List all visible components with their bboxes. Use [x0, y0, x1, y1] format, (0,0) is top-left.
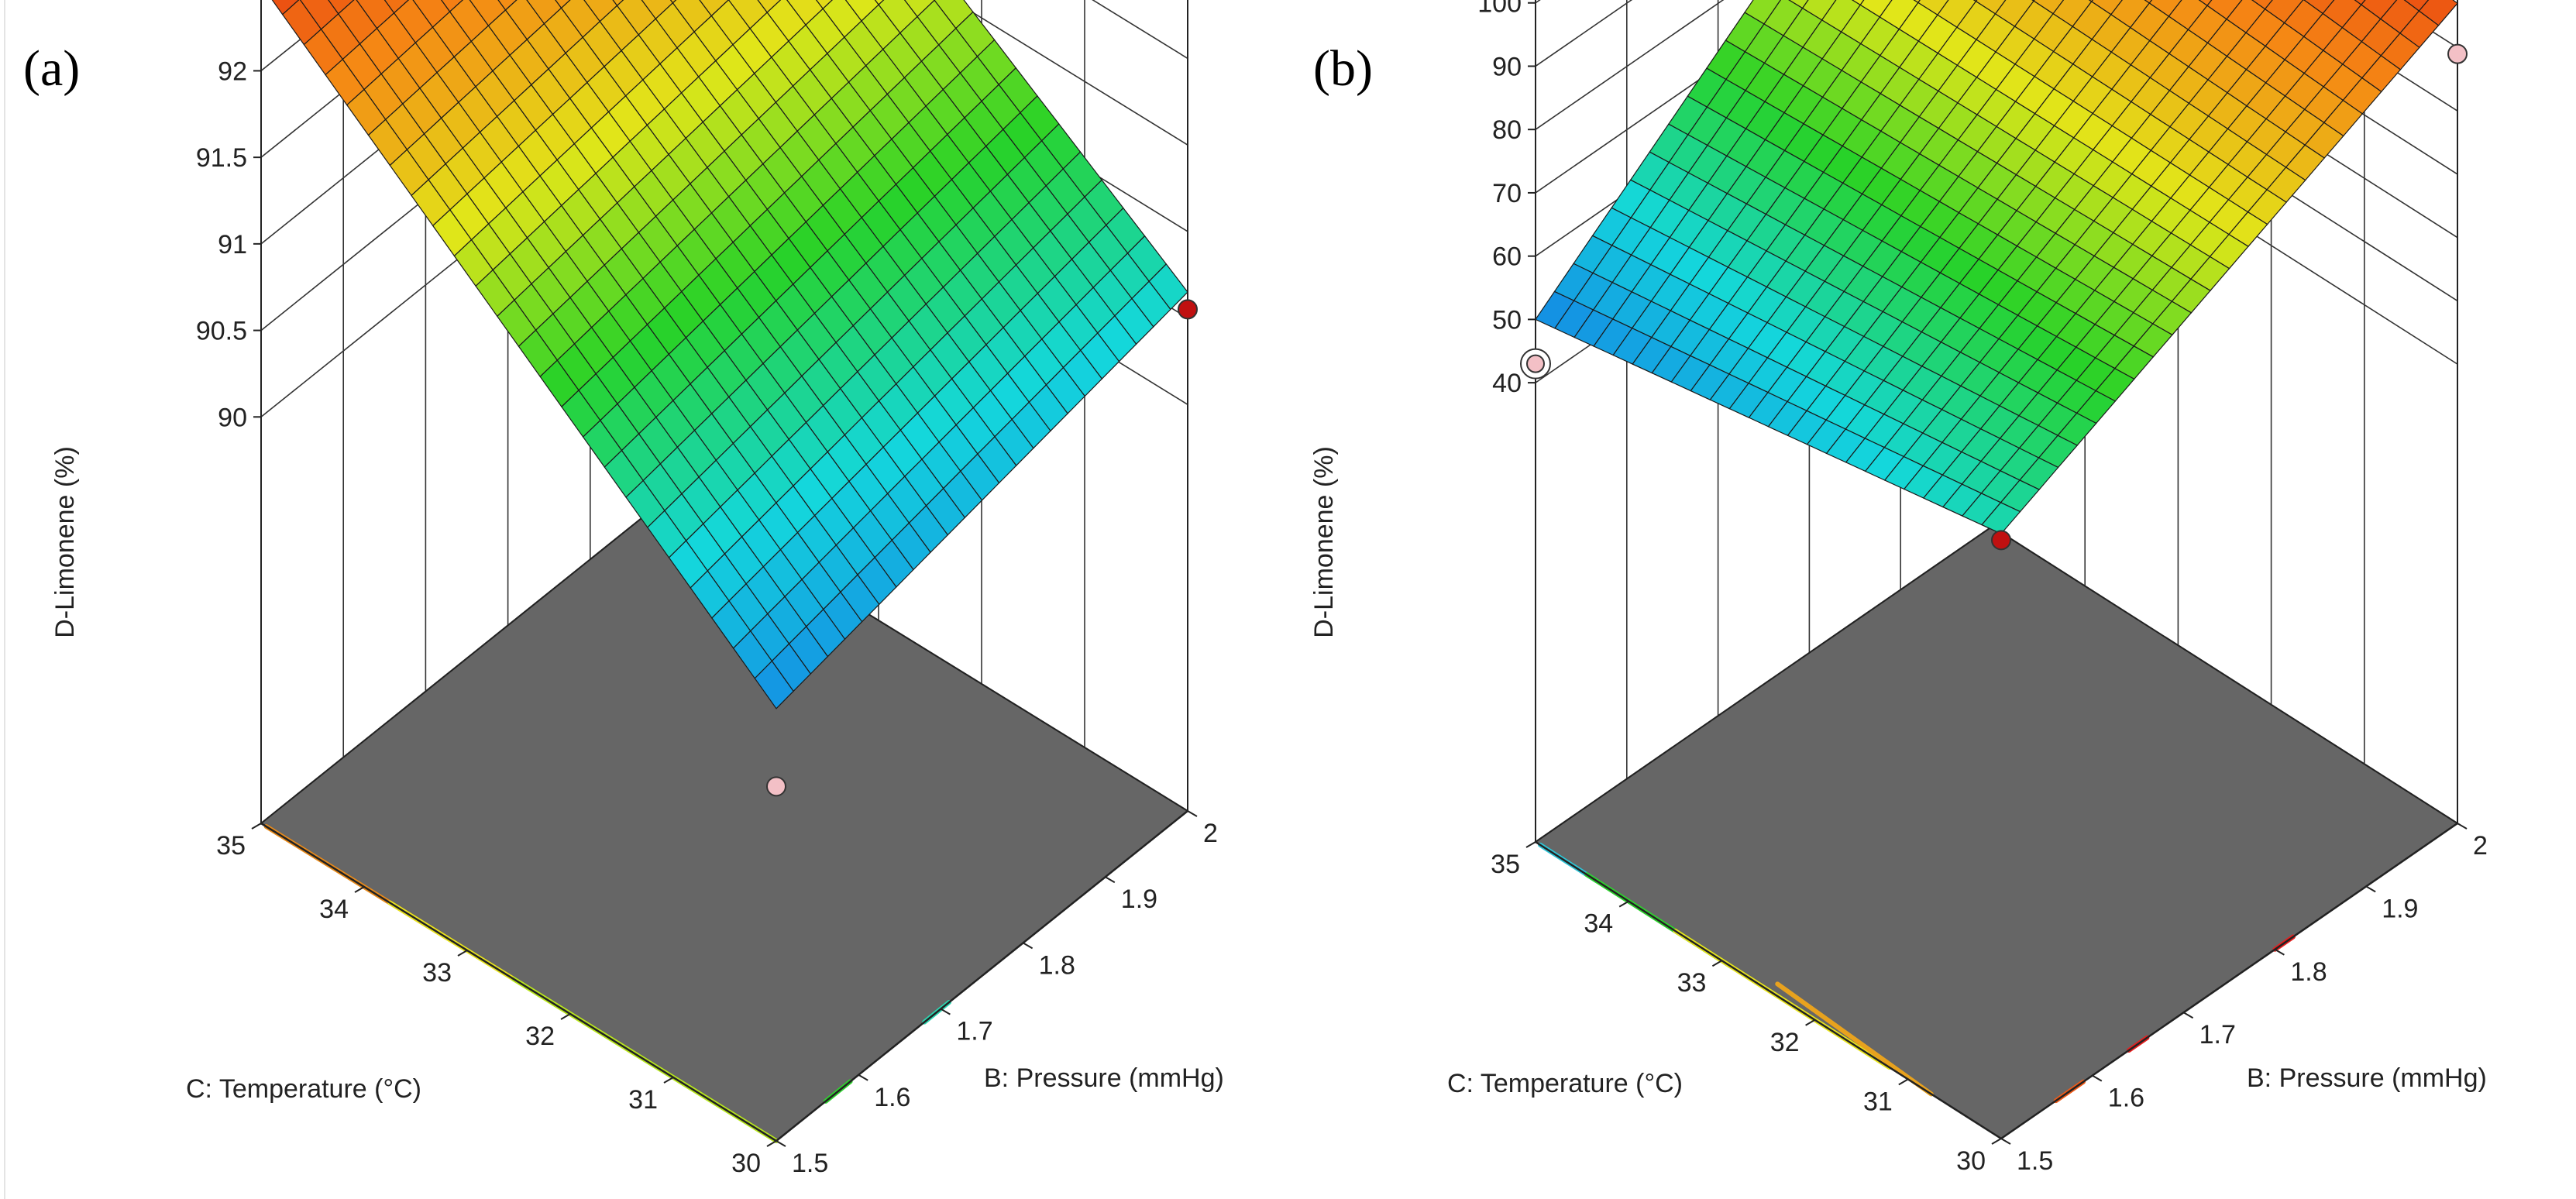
y-tick-label: 32	[525, 1022, 555, 1051]
y-tick-label: 30	[1956, 1146, 1986, 1176]
x-tick-label: 1.8	[2290, 957, 2327, 987]
z-tick-label: 40	[1492, 369, 1522, 398]
x-tick-mark	[2457, 823, 2468, 830]
x-tick-mark	[2365, 885, 2376, 893]
y-tick-mark	[1618, 900, 1629, 908]
x-tick-label: 1.8	[1039, 950, 1075, 980]
y-tick-mark	[1711, 960, 1722, 967]
x-tick-mark	[2092, 1074, 2103, 1082]
y-tick-label: 33	[422, 958, 452, 988]
z-tick-label: 90	[218, 403, 247, 432]
x-axis-edge	[776, 810, 1188, 1142]
y-tick-mark	[1991, 1138, 2002, 1145]
y-tick-label: 35	[216, 831, 246, 861]
x-tick-label: 1.7	[2199, 1020, 2236, 1050]
z-tick-label: 50	[1492, 305, 1522, 335]
x-tick-mark	[1105, 876, 1116, 884]
x-tick-label: 2	[1203, 819, 1218, 848]
y-tick-mark	[1525, 841, 1536, 848]
z-axis-title: D-Limonene (%)	[1309, 446, 1339, 638]
x-tick-label: 1.6	[2108, 1084, 2144, 1113]
x-tick-label: 1.9	[2382, 894, 2418, 923]
z-tick-label: 90.5	[196, 317, 247, 346]
x-tick-mark	[2000, 1138, 2011, 1145]
design-point-marker	[1991, 530, 2011, 551]
x-tick-label: 1.9	[1121, 885, 1157, 914]
surface-cell	[874, 0, 885, 5]
z-tick-label: 70	[1492, 179, 1522, 208]
surface-cell	[2198, 0, 2213, 7]
z-axis-title: D-Limonene (%)	[50, 446, 80, 638]
x-axis-title: B: Pressure (mmHg)	[984, 1063, 1224, 1093]
surface-cell	[815, 0, 834, 10]
design-point-marker	[1526, 354, 1545, 373]
panel-label: (a)	[23, 40, 80, 97]
y-tick-mark	[560, 1013, 571, 1020]
z-tick-label: 91	[218, 230, 247, 259]
x-axis-title: B: Pressure (mmHg)	[2247, 1063, 2487, 1093]
wall-grid-line	[1535, 0, 1633, 67]
x-tick-label: 1.5	[2017, 1146, 2053, 1176]
x-tick-mark	[2183, 1012, 2194, 1019]
x-tick-mark	[1187, 810, 1198, 817]
design-point-marker	[766, 776, 786, 797]
y-tick-mark	[457, 950, 468, 957]
design-point-marker	[1178, 299, 1198, 320]
y-tick-mark	[766, 1140, 777, 1147]
wall-grid-line	[1092, 0, 1188, 60]
wall-grid-line	[951, 0, 1188, 146]
surface-cell	[2354, 0, 2366, 5]
y-tick-label: 35	[1491, 850, 1520, 879]
x-tick-label: 1.6	[874, 1083, 910, 1112]
surface-cell	[497, 0, 518, 11]
surface-cell	[612, 0, 624, 7]
y-axis-edge	[1535, 840, 2002, 1140]
surface-cell	[555, 0, 571, 9]
y-tick-label: 30	[731, 1149, 761, 1178]
y-tick-label: 31	[628, 1085, 658, 1115]
chart-panel-a: 9090.59191.59292.5931.51.61.71.81.923031…	[23, 0, 1224, 1178]
wall-grid-line	[260, 0, 459, 158]
z-tick-label: 80	[1492, 115, 1522, 145]
chart-panel-b: 4050607080901001101.51.61.71.81.92303132…	[1309, 0, 2488, 1176]
y-tick-label: 34	[319, 895, 349, 924]
y-tick-mark	[354, 886, 365, 893]
y-axis-edge	[260, 822, 777, 1142]
y-tick-label: 32	[1770, 1028, 1800, 1057]
y-tick-label: 31	[1863, 1087, 1893, 1116]
x-tick-label: 1.5	[792, 1149, 828, 1178]
y-tick-mark	[1805, 1019, 1816, 1026]
z-tick-label: 92	[218, 57, 247, 86]
y-tick-mark	[251, 823, 262, 830]
z-tick-label: 60	[1492, 242, 1522, 272]
y-axis-title: C: Temperature (°C)	[186, 1074, 421, 1104]
x-tick-mark	[858, 1074, 868, 1081]
wall-grid-line	[1535, 0, 1725, 130]
z-tick-label: 90	[1492, 52, 1522, 81]
surface-cell	[754, 660, 794, 709]
y-axis-title: C: Temperature (°C)	[1447, 1069, 1683, 1098]
z-tick-label: 91.5	[196, 143, 247, 173]
y-tick-mark	[1898, 1078, 1909, 1086]
x-tick-label: 1.7	[956, 1017, 992, 1046]
panel-label: (b)	[1313, 40, 1373, 97]
y-tick-label: 34	[1584, 909, 1613, 939]
x-tick-label: 2	[2473, 831, 2488, 861]
x-tick-mark	[776, 1140, 786, 1147]
x-tick-mark	[940, 1008, 951, 1015]
x-tick-mark	[1023, 942, 1033, 950]
y-tick-mark	[663, 1077, 674, 1084]
design-point-marker	[2447, 43, 2468, 64]
x-axis-edge	[2000, 822, 2458, 1140]
x-tick-mark	[2274, 948, 2285, 956]
contour-line	[1775, 981, 1934, 1097]
surface-cell	[1981, 502, 2021, 534]
y-tick-label: 33	[1677, 968, 1707, 998]
z-tick-label: 100	[1477, 0, 1522, 19]
surface-cell	[2251, 0, 2273, 10]
